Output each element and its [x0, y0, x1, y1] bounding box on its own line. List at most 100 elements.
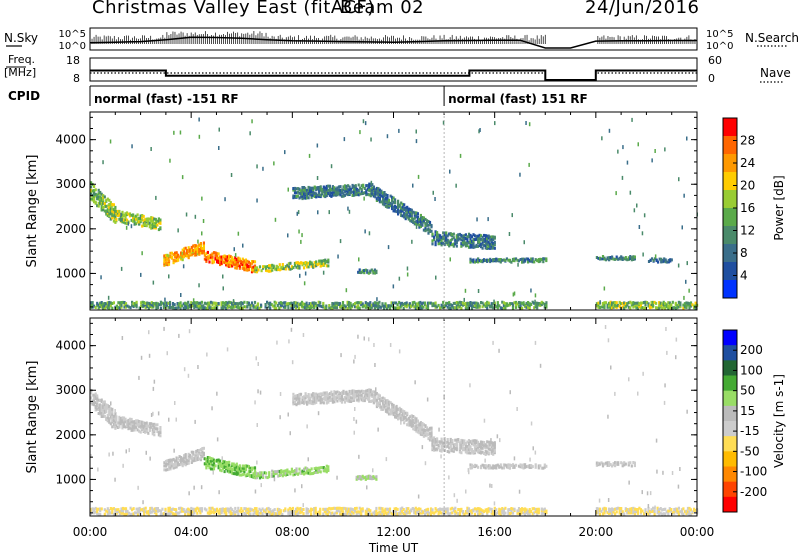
power-panel-cell: [683, 305, 686, 309]
velocity-panel-cell: [369, 393, 372, 397]
power-panel-cell: [428, 228, 432, 232]
power-panel-cell: [448, 232, 451, 236]
velocity-panel-cell: [397, 413, 400, 417]
power-panel-cell: [614, 303, 617, 307]
velocity-panel-cell: [329, 507, 332, 511]
power-panel-cell: [250, 303, 254, 307]
power-panel-cell: [163, 260, 166, 264]
velocity-panel-cell: [347, 395, 350, 399]
velocity-panel-cell: [421, 427, 424, 431]
velocity-panel-cell: [597, 507, 600, 511]
power-panel-cell: [308, 306, 311, 310]
velocity-panel-cell: [360, 509, 363, 513]
velocity-panel-cell: [433, 439, 436, 443]
velocity-panel-cell: [196, 511, 199, 515]
velocity-panel-cell: [383, 403, 386, 407]
velocity-panel-cell: [112, 507, 115, 511]
power-panel-cell: [350, 190, 353, 194]
power-panel-cell: [238, 264, 241, 268]
velocity-panel-cell: [321, 392, 324, 396]
velocity-panel-cell: [293, 510, 296, 513]
power-panel-cell: [136, 213, 139, 217]
power-panel-cell: [151, 219, 154, 222]
power-panel-cell: [484, 244, 487, 247]
power-panel-cell: [439, 238, 442, 242]
velocity-panel-cell: [312, 402, 315, 406]
power-panel-cell: [683, 302, 686, 306]
power-panel-cell: [475, 304, 478, 308]
velocity-panel-cell: [295, 396, 298, 400]
velocity-panel-cell: [237, 509, 240, 513]
power-panel-cell: [356, 190, 359, 194]
power-panel-cell: [434, 304, 437, 308]
velocity-panel-cell: [223, 510, 226, 514]
power-panel-cell: [112, 208, 115, 212]
power-panel-cell: [109, 208, 112, 212]
power-panel-cell: [397, 209, 400, 213]
velocity-panel-cell: [528, 466, 531, 469]
power-panel-cell: [492, 306, 495, 310]
velocity-panel-cell: [473, 441, 477, 445]
velocity-panel-cell: [445, 445, 448, 449]
velocity-panel-cell: [298, 392, 301, 396]
power-panel-cell: [136, 217, 139, 221]
velocity-panel-cell: [340, 512, 343, 516]
power-panel-cell: [449, 232, 452, 236]
velocity-panel-cell: [470, 466, 474, 470]
power-panel-cell: [288, 302, 291, 306]
velocity-panel-cell: [434, 443, 437, 447]
velocity-panel-cell: [502, 512, 505, 516]
velocity-panel-cell: [451, 449, 454, 453]
power-panel-speckle: [615, 191, 617, 196]
velocity-panel-cell: [238, 470, 241, 473]
power-panel-cell: [320, 305, 323, 309]
power-panel-cell: [327, 258, 330, 262]
velocity-panel-cell: [225, 464, 228, 468]
power-panel-cell: [400, 201, 403, 205]
velocity-panel-cell: [442, 444, 445, 447]
power-panel-cell: [258, 265, 262, 269]
velocity-panel-cell: [351, 507, 354, 511]
power-panel-cell: [231, 306, 234, 310]
velocity-panel-cell: [206, 511, 209, 515]
velocity-panel-cell: [102, 400, 105, 404]
velocity-panel-cell: [304, 466, 307, 470]
power-panel-cell: [458, 232, 461, 236]
power-panel-speckle: [218, 127, 220, 132]
velocity-panel-cell: [265, 475, 268, 479]
power-panel-cell: [434, 301, 437, 305]
power-panel-speckle: [301, 233, 303, 238]
power-panel-cell: [422, 305, 425, 309]
power-panel-cell: [246, 301, 249, 305]
velocity-panel-cell: [249, 507, 252, 511]
velocity-panel-cell: [472, 441, 475, 445]
velocity-panel-cell: [122, 421, 126, 425]
velocity-panel-cell: [319, 398, 322, 401]
power-panel-cell: [122, 220, 126, 224]
power-panel-cell: [311, 303, 314, 307]
velocity-panel-cell: [278, 508, 281, 511]
velocity-panel-cell: [102, 408, 105, 412]
velocity-panel-cell: [135, 507, 138, 511]
velocity-panel-cell: [243, 507, 246, 511]
velocity-panel-cell: [483, 464, 486, 468]
power-panel-cell: [481, 235, 484, 239]
power-panel-cell: [478, 237, 481, 240]
velocity-panel-cell: [489, 440, 492, 444]
power-panel-speckle: [125, 225, 128, 230]
power-panel-speckle: [478, 129, 480, 134]
power-panel-cell: [284, 265, 287, 269]
velocity-panel-cell: [389, 412, 392, 416]
velocity-panel-cell: [490, 507, 493, 511]
velocity-panel-cell: [455, 444, 458, 448]
velocity-panel-cell: [493, 446, 496, 450]
velocity-panel-cell: [504, 463, 507, 467]
power-panel-cell: [460, 233, 463, 237]
velocity-panel-cell: [293, 394, 297, 398]
velocity-panel-cell: [164, 468, 168, 472]
velocity-panel-cell: [272, 470, 275, 474]
velocity-panel-cell: [507, 512, 510, 516]
velocity-panel-cell: [470, 450, 474, 454]
power-panel-cell: [604, 301, 608, 305]
velocity-panel-cell: [168, 506, 172, 510]
